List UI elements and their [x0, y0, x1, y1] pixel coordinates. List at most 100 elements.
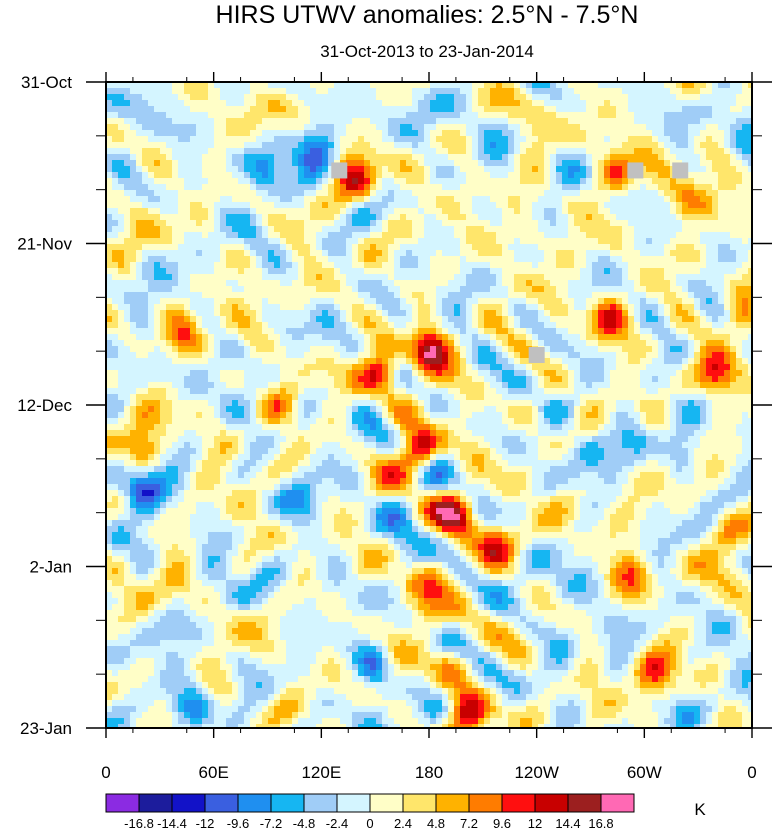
field-cell	[700, 100, 707, 107]
field-cell	[478, 154, 485, 161]
field-cell	[244, 316, 251, 323]
field-cell	[586, 202, 593, 209]
field-cell	[430, 298, 437, 305]
field-cell	[568, 106, 575, 113]
field-cell	[292, 184, 299, 191]
field-cell	[436, 268, 443, 275]
field-cell	[400, 124, 407, 131]
field-cell	[334, 202, 341, 209]
field-cell	[430, 124, 437, 131]
field-cell	[610, 130, 617, 137]
field-cell	[142, 136, 149, 143]
field-cell	[388, 292, 395, 299]
field-cell	[652, 118, 659, 125]
field-cell	[544, 334, 551, 341]
field-cell	[292, 334, 299, 341]
field-cell	[412, 202, 419, 209]
field-cell	[130, 268, 137, 275]
field-cell	[136, 226, 143, 233]
field-cell	[334, 196, 341, 203]
field-cell	[400, 106, 407, 113]
field-cell	[640, 178, 647, 185]
field-cell	[592, 280, 599, 287]
field-cell	[694, 130, 701, 137]
field-cell	[178, 262, 185, 269]
field-cell	[730, 88, 737, 95]
field-cell	[238, 202, 245, 209]
field-cell	[382, 208, 389, 215]
field-cell	[484, 304, 491, 311]
field-cell	[586, 286, 593, 293]
field-cell	[616, 316, 623, 323]
field-cell	[748, 250, 752, 257]
field-cell	[424, 130, 431, 137]
field-cell	[358, 268, 365, 275]
field-cell	[706, 352, 713, 359]
field-cell	[544, 268, 551, 275]
field-cell	[280, 226, 287, 233]
field-cell	[178, 166, 185, 173]
field-cell	[370, 202, 377, 209]
field-cell	[748, 178, 752, 185]
field-cell	[712, 82, 719, 89]
field-cell	[130, 274, 137, 281]
field-cell	[538, 208, 545, 215]
field-cell	[658, 328, 665, 335]
field-cell	[742, 226, 749, 233]
field-cell	[328, 232, 335, 239]
field-cell	[730, 352, 737, 359]
field-cell	[748, 148, 752, 155]
field-cell	[256, 106, 263, 113]
field-cell	[256, 214, 263, 221]
field-cell	[250, 124, 257, 131]
field-cell	[202, 358, 209, 365]
field-cell	[478, 226, 485, 233]
field-cell	[730, 208, 737, 215]
field-cell	[316, 316, 323, 323]
field-cell	[496, 106, 503, 113]
field-cell	[580, 238, 587, 245]
field-cell	[412, 304, 419, 311]
field-cell	[424, 154, 431, 161]
field-cell	[640, 244, 647, 251]
field-cell	[472, 124, 479, 131]
field-cell	[130, 94, 137, 101]
field-cell	[748, 340, 752, 347]
field-cell	[562, 256, 569, 263]
field-cell	[160, 340, 167, 347]
field-cell	[736, 148, 743, 155]
field-cell	[490, 166, 497, 173]
field-cell	[502, 352, 509, 359]
field-cell	[466, 352, 473, 359]
field-cell	[196, 226, 203, 233]
field-cell	[148, 160, 155, 167]
field-cell	[316, 88, 323, 95]
field-cell	[730, 178, 737, 185]
field-cell	[358, 196, 365, 203]
field-cell	[118, 208, 125, 215]
field-cell	[346, 202, 353, 209]
field-cell	[322, 106, 329, 113]
field-cell	[592, 94, 599, 101]
field-cell	[742, 274, 749, 281]
field-cell	[442, 166, 449, 173]
field-cell	[238, 340, 245, 347]
field-cell	[250, 118, 257, 125]
field-cell	[142, 172, 149, 179]
field-cell	[436, 190, 443, 197]
field-cell	[466, 262, 473, 269]
field-cell	[394, 310, 401, 317]
field-cell	[490, 88, 497, 95]
field-cell	[406, 88, 413, 95]
field-cell	[694, 124, 701, 131]
field-cell	[226, 250, 233, 257]
field-cell	[598, 124, 605, 131]
field-cell	[502, 196, 509, 203]
field-cell	[184, 142, 191, 149]
field-cell	[616, 118, 623, 125]
field-cell	[514, 82, 521, 89]
field-cell	[352, 292, 359, 299]
field-cell	[556, 100, 563, 107]
field-cell	[400, 340, 407, 347]
field-cell	[136, 262, 143, 269]
